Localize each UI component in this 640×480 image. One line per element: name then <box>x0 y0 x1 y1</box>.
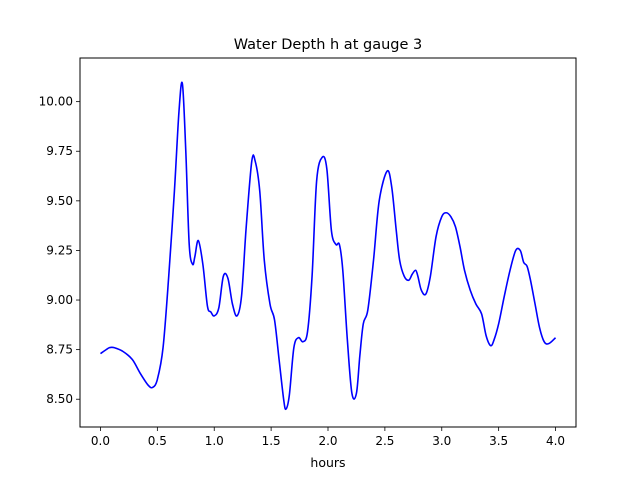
series-line <box>100 81 557 411</box>
y-tick-label: 8.75 <box>46 343 73 357</box>
x-tick-label: 4.0 <box>546 434 565 448</box>
y-tick-label: 9.50 <box>46 194 73 208</box>
x-axis: 0.0 0.5 1.0 1.5 2.0 2.5 3.0 3.5 4.0 <box>91 427 565 448</box>
chart-title: Water Depth h at gauge 3 <box>234 37 422 53</box>
plot-area: 0.0 0.5 1.0 1.5 2.0 2.5 3.0 3.5 4.0 8.50 8.75 9.00… <box>39 57 577 448</box>
x-tick-label: 0.5 <box>148 434 167 448</box>
plot-background <box>80 58 576 427</box>
x-tick-label: 2.5 <box>375 434 394 448</box>
x-tick-label: 3.0 <box>432 434 451 448</box>
x-tick-label: 3.5 <box>489 434 508 448</box>
x-tick-label: 2.0 <box>318 434 337 448</box>
x-tick-label: 1.0 <box>205 434 224 448</box>
y-tick-label: 8.50 <box>46 392 73 406</box>
x-axis-label: hours <box>310 455 345 470</box>
y-axis: 8.50 8.75 9.00 9.25 9.50 9.75 10.00 <box>39 95 80 406</box>
series-layer <box>100 81 557 411</box>
y-tick-label: 9.00 <box>46 293 73 307</box>
y-tick-label: 10.00 <box>39 95 73 109</box>
plot-frame <box>79 57 577 428</box>
x-tick-label: 1.5 <box>262 434 281 448</box>
y-tick-label: 9.25 <box>46 243 73 257</box>
y-tick-label: 9.75 <box>46 144 73 158</box>
x-tick-label: 0.0 <box>91 434 110 448</box>
